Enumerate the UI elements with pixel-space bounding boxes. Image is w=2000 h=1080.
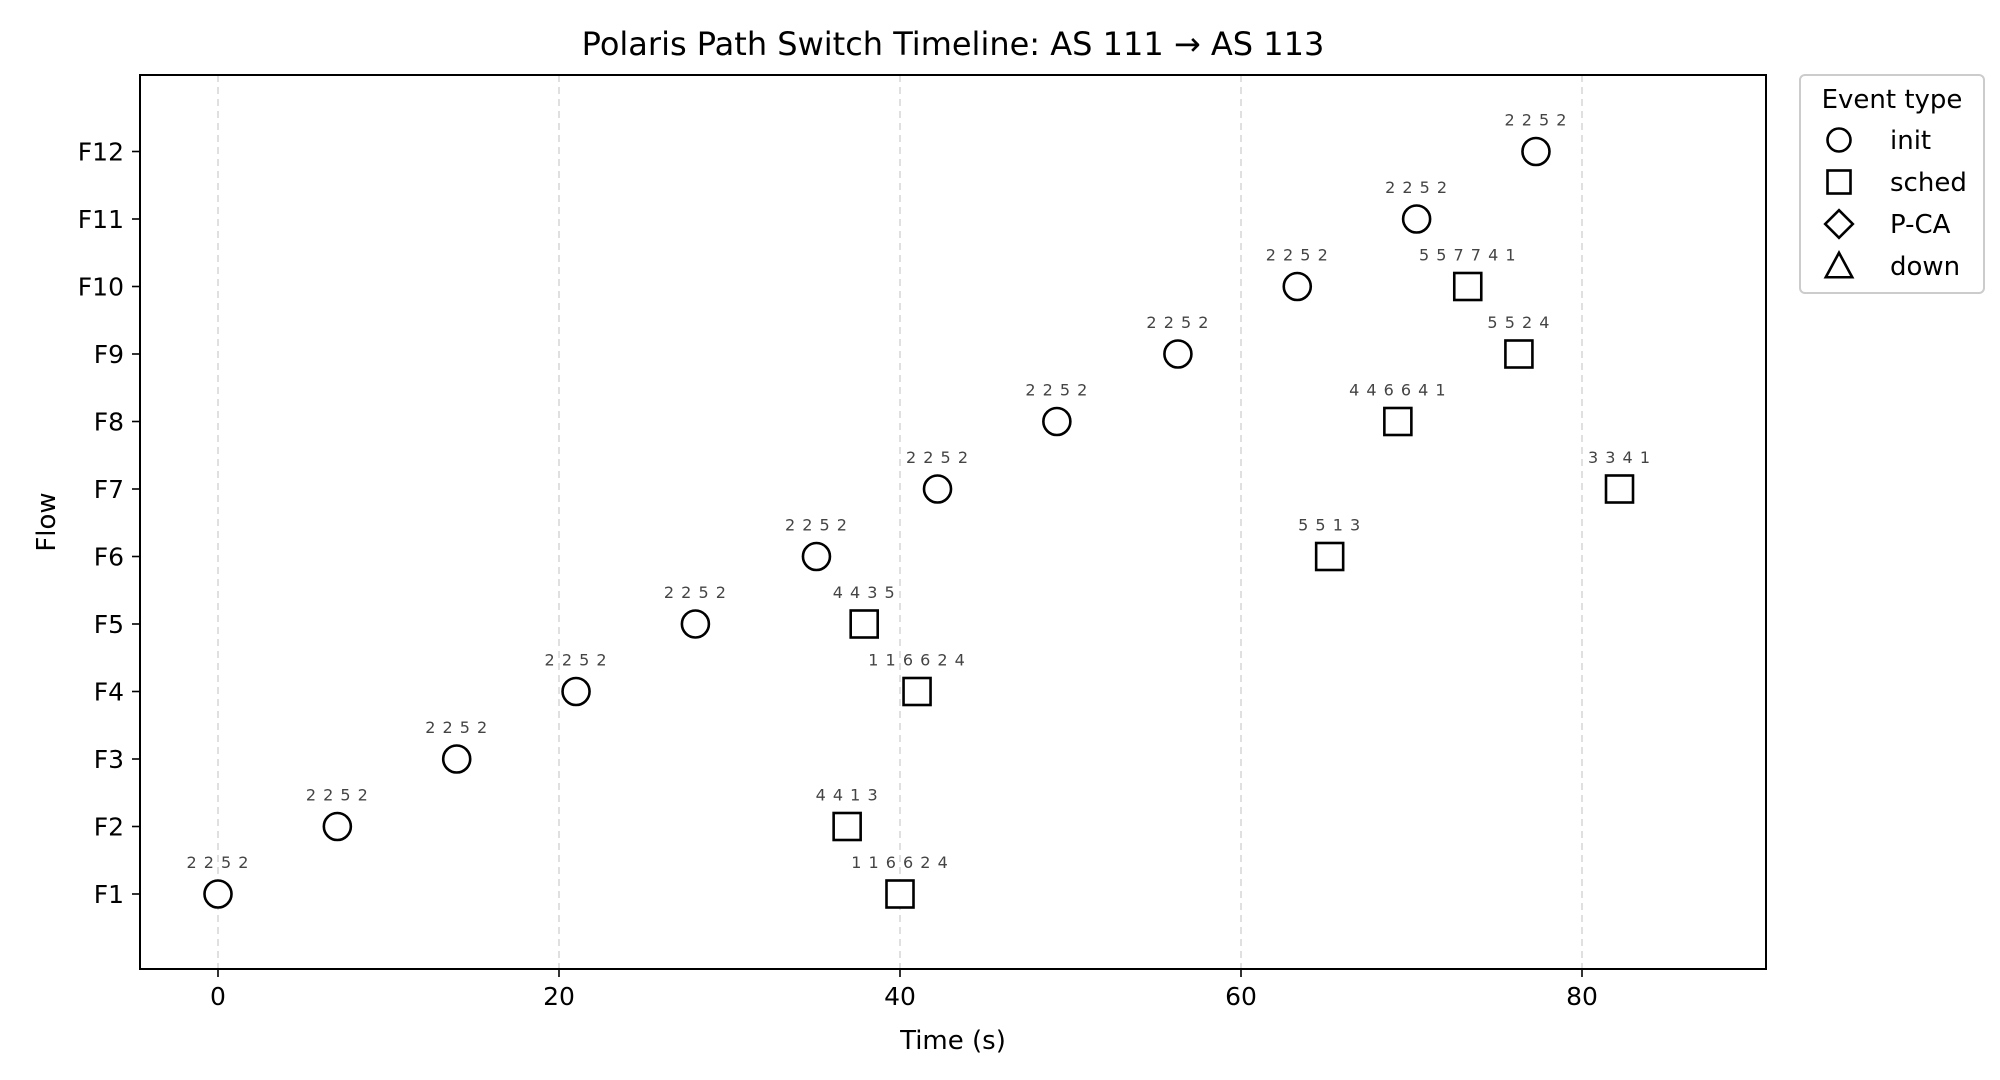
sched-marker-f1 (885, 879, 915, 909)
data-label: 2 2 5 2 (1025, 381, 1088, 400)
sched-marker-f10 (1452, 271, 1483, 302)
x-axis-label: Time (s) (899, 1026, 1006, 1056)
legend-label-p-ca: P-CA (1890, 210, 1951, 240)
data-label: 2 2 5 2 (1146, 313, 1209, 332)
init-marker-f2 (322, 811, 353, 842)
data-label: 4 4 6 6 4 1 (1349, 381, 1447, 400)
sched-marker-f6 (1314, 541, 1345, 572)
init-marker-f5 (680, 609, 711, 639)
init-marker-f9 (1163, 339, 1193, 369)
chart-title: Polaris Path Switch Timeline: AS 111 → A… (582, 25, 1325, 63)
data-label: 4 4 3 5 (833, 583, 896, 602)
legend-p-ca-icon (1823, 208, 1855, 240)
x-axis-ticks: 0 20 40 60 80 (210, 969, 1598, 1011)
y-tick-label-f10: F10 (78, 273, 124, 302)
sched-marker-f7 (1604, 474, 1635, 504)
data-label: 1 1 6 6 2 4 (851, 853, 949, 872)
legend: Event type init sched P-CA down (1799, 74, 1985, 294)
data-label: 3 3 4 1 (1588, 448, 1651, 467)
data-label: 2 2 5 2 (1504, 111, 1567, 130)
sched-marker-f5 (849, 609, 879, 639)
data-label: 2 2 5 2 (664, 583, 727, 602)
legend-down-icon (1823, 250, 1855, 279)
x-tick-label: 40 (884, 982, 916, 1011)
y-tick-label-f4: F4 (94, 678, 124, 707)
y-axis-label: Flow (32, 492, 62, 551)
init-marker-f10 (1282, 271, 1313, 302)
y-tick-label-f8: F8 (94, 408, 124, 437)
data-label: 2 2 5 2 (906, 448, 969, 467)
data-label: 1 1 6 6 2 4 (868, 651, 966, 670)
legend-sched-icon (1826, 169, 1852, 195)
y-tick-label-f1: F1 (94, 880, 124, 909)
sched-marker-f8 (1383, 406, 1413, 437)
plot-markers: 2 2 5 2 2 2 5 2 2 2 5 2 2 2 5 2 2 2 5 2 2 2 5… (187, 111, 1651, 909)
init-marker-f3 (441, 744, 472, 774)
plot-area-frame (139, 74, 1767, 970)
y-tick-label-f2: F2 (94, 813, 124, 842)
x-tick-label: 60 (1225, 982, 1257, 1011)
data-label: 5 5 2 4 (1487, 313, 1550, 332)
data-label: 4 4 1 3 (816, 786, 879, 805)
y-tick-label-f12: F12 (78, 138, 124, 167)
data-label: 2 2 5 2 (187, 853, 250, 872)
data-label: 2 2 5 2 (785, 516, 848, 535)
sched-marker-f4 (902, 676, 932, 707)
init-marker-f6 (801, 541, 832, 572)
data-label: 2 2 5 2 (306, 786, 369, 805)
x-tick-label: 0 (210, 982, 226, 1011)
legend-title: Event type (1822, 85, 1963, 115)
data-label: 2 2 5 2 (425, 718, 488, 737)
init-marker-f11 (1401, 204, 1432, 234)
sched-marker-f2 (832, 811, 862, 842)
init-marker-f8 (1042, 406, 1072, 437)
init-marker-f7 (922, 474, 953, 504)
legend-init-icon (1826, 127, 1852, 153)
y-tick-label-f5: F5 (94, 610, 124, 639)
x-tick-label: 80 (1566, 982, 1598, 1011)
y-tick-label-f6: F6 (94, 543, 124, 572)
init-marker-f12 (1521, 136, 1551, 167)
y-tick-label-f7: F7 (94, 475, 124, 504)
init-marker-f4 (561, 676, 591, 707)
data-label: 5 5 7 7 4 1 (1419, 246, 1517, 265)
init-marker-f1 (203, 879, 233, 909)
legend-label-down: down (1890, 252, 1960, 282)
data-label: 2 2 5 2 (1385, 178, 1448, 197)
data-label: 5 5 1 3 (1298, 516, 1361, 535)
legend-label-init: init (1890, 126, 1931, 156)
legend-label-sched: sched (1890, 168, 1967, 198)
sched-marker-f9 (1504, 339, 1534, 369)
data-label: 2 2 5 2 (545, 651, 608, 670)
y-tick-label-f3: F3 (94, 745, 124, 774)
y-axis-ticks: F1 F2 F3 F4 F5 F6 F7 F8 F9 F10 F11 F12 (78, 138, 140, 909)
y-tick-label-f11: F11 (78, 205, 124, 234)
data-label: 2 2 5 2 (1266, 246, 1329, 265)
x-grid (217, 75, 1583, 969)
x-tick-label: 20 (543, 982, 575, 1011)
y-tick-label-f9: F9 (94, 340, 124, 369)
